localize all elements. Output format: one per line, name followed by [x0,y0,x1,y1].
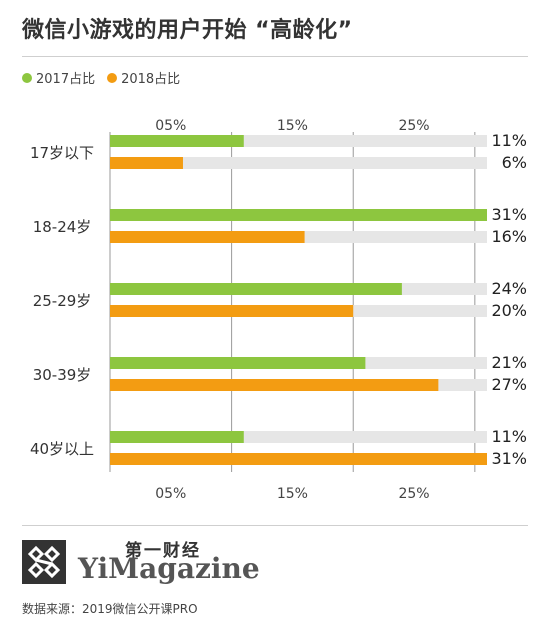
bar-chart: 05% 05% 15% 15% 25% 25% 17岁以下 11% 6% 18-24岁 31% 16%… [30,118,527,502]
chart-title: 微信小游戏的用户开始 “高龄化” [22,18,353,43]
category-label: 17岁以下 [30,144,94,162]
category-label: 25-29岁 [33,292,92,310]
category-label: 30-39岁 [33,366,92,384]
bar-2017 [110,357,366,369]
x-tick-label-top: 15% [277,118,308,134]
x-tick-label-bottom: 25% [398,486,429,502]
x-tick-label-top: 25% [398,118,429,134]
legend-label-2018: 2018占比 [121,72,181,87]
legend-item-2018: 2018占比 [107,68,180,87]
title-divider [22,56,528,57]
legend-label-2017: 2017占比 [36,72,96,87]
bar-2018 [110,305,354,317]
value-label: 24% [491,279,527,298]
value-label: 27% [491,375,527,394]
bar-track [110,157,487,169]
bar-2018 [110,453,487,465]
bar-2018 [110,379,439,391]
brand-name-en: YiMagazine [78,552,260,585]
value-label: 31% [491,205,527,224]
brand-name-cn: 第一财经 [125,541,201,561]
value-label: 11% [491,427,527,446]
yimagazine-logo-icon [22,540,66,584]
bar-2018 [110,157,183,169]
category-label: 40岁以上 [30,440,94,458]
value-label: 16% [491,227,527,246]
x-tick-label-bottom: 05% [155,486,186,502]
footer-divider [22,525,528,526]
category-label: 18-24岁 [33,218,92,236]
bar-2017 [110,209,487,221]
bar-2017 [110,283,402,295]
legend: 2017占比 2018占比 [22,68,180,87]
legend-swatch-2018 [107,72,118,83]
bar-2018 [110,231,305,243]
x-tick-label-bottom: 15% [277,486,308,502]
value-label: 6% [502,153,527,172]
data-source: 数据来源：2019微信公开课PRO [22,602,198,616]
value-label: 31% [491,449,527,468]
value-label: 21% [491,353,527,372]
x-tick-label-top: 05% [155,118,186,134]
legend-swatch-2017 [22,72,32,83]
bar-2017 [110,135,244,147]
value-label: 11% [491,131,527,150]
bar-2017 [110,431,244,443]
value-label: 20% [491,301,527,320]
legend-item-2017: 2017占比 [22,68,95,87]
